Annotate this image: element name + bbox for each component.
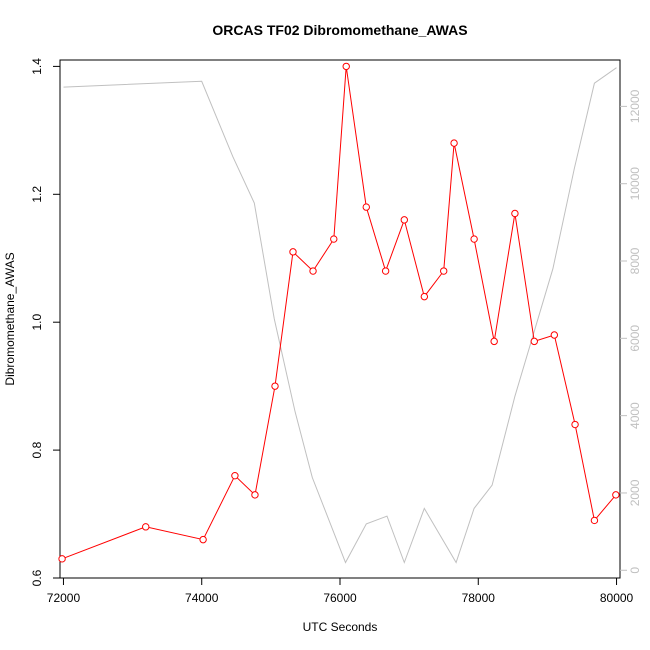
data-point [309, 267, 317, 275]
y-tick-label: 0.8 [30, 441, 44, 458]
y2-tick-label: 10000 [628, 167, 642, 201]
data-point [420, 292, 429, 301]
data-point [511, 209, 519, 218]
y2-tick-label: 4000 [628, 402, 642, 429]
data-point [199, 535, 207, 544]
y-tick-label: 1.0 [30, 314, 44, 331]
y-axis-left: 0.6 0.8 1.0 1.2 1.4 [30, 58, 60, 586]
data-point [440, 267, 448, 275]
data-point [381, 267, 390, 275]
y2-tick-label: 12000 [628, 89, 642, 123]
data-point [450, 139, 458, 147]
y-axis-right: 0 2000 4000 6000 8000 10000 12000 [620, 89, 642, 574]
y2-tick-label: 2000 [628, 479, 642, 506]
data-point [271, 382, 279, 390]
data-point [342, 62, 350, 71]
data-point [612, 491, 620, 499]
data-point [231, 471, 239, 480]
y2-tick-label: 8000 [628, 247, 642, 274]
data-point [470, 235, 478, 243]
y-tick-label: 0.6 [30, 569, 44, 586]
x-tick-label: 72000 [47, 591, 81, 605]
x-axis: 72000 74000 76000 78000 80000 [47, 578, 634, 605]
chart-title: ORCAS TF02 Dibromomethane_AWAS [212, 22, 467, 38]
data-point [289, 248, 297, 256]
data-point [58, 555, 66, 563]
data-point [251, 491, 259, 499]
red-series-line [61, 66, 617, 560]
data-point [330, 235, 338, 243]
y-tick-label: 1.4 [30, 58, 44, 75]
left-series-layer [58, 62, 620, 563]
data-point [590, 516, 599, 525]
plot-frame [59, 59, 621, 579]
y-axis-label: Dibromomethane_AWAS [3, 252, 17, 385]
x-tick-label: 80000 [600, 591, 634, 605]
data-point [400, 216, 408, 224]
y2-tick-label: 6000 [628, 325, 642, 352]
data-point [571, 420, 579, 429]
x-tick-label: 76000 [323, 591, 357, 605]
data-point [362, 203, 370, 211]
data-point [550, 331, 559, 339]
gray-series-line [63, 67, 617, 564]
y-tick-label: 1.2 [30, 186, 44, 203]
x-axis-label: UTC Seconds [303, 620, 378, 634]
data-point [490, 337, 498, 346]
x-tick-label: 74000 [185, 591, 219, 605]
data-point [530, 337, 538, 346]
data-point [142, 523, 150, 531]
y2-tick-label: 0 [628, 567, 642, 574]
right-series-layer [63, 67, 617, 564]
x-tick-label: 78000 [462, 591, 496, 605]
